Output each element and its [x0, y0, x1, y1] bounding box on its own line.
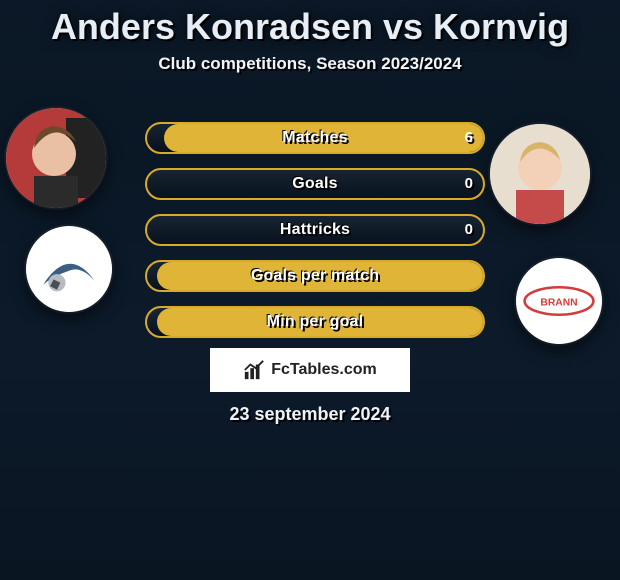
stat-row: Hattricks0 — [145, 214, 485, 246]
player2-avatar — [490, 124, 590, 224]
stats-block: Matches6Goals0Hattricks0Goals per matchM… — [145, 122, 485, 352]
chart-icon — [243, 359, 265, 381]
stat-label: Goals per match — [147, 262, 483, 290]
source-label: FcTables.com — [271, 361, 377, 379]
page-title: Anders Konradsen vs Kornvig — [0, 0, 620, 48]
stat-label: Goals — [147, 170, 483, 198]
stat-row: Goals per match — [145, 260, 485, 292]
date-label: 23 september 2024 — [0, 404, 620, 425]
stat-value-right: 6 — [465, 124, 473, 152]
comparison-card: Anders Konradsen vs Kornvig Club competi… — [0, 0, 620, 580]
svg-text:BRANN: BRANN — [540, 297, 577, 308]
club2-logo: BRANN — [516, 258, 602, 344]
stat-label: Matches — [147, 124, 483, 152]
stat-value-right: 0 — [465, 170, 473, 198]
club1-logo — [26, 226, 112, 312]
subtitle: Club competitions, Season 2023/2024 — [0, 54, 620, 74]
stat-label: Hattricks — [147, 216, 483, 244]
stat-row: Goals0 — [145, 168, 485, 200]
stat-label: Min per goal — [147, 308, 483, 336]
source-badge[interactable]: FcTables.com — [210, 348, 410, 392]
stat-row: Matches6 — [145, 122, 485, 154]
stat-row: Min per goal — [145, 306, 485, 338]
stat-value-right: 0 — [465, 216, 473, 244]
player1-avatar — [6, 108, 106, 208]
